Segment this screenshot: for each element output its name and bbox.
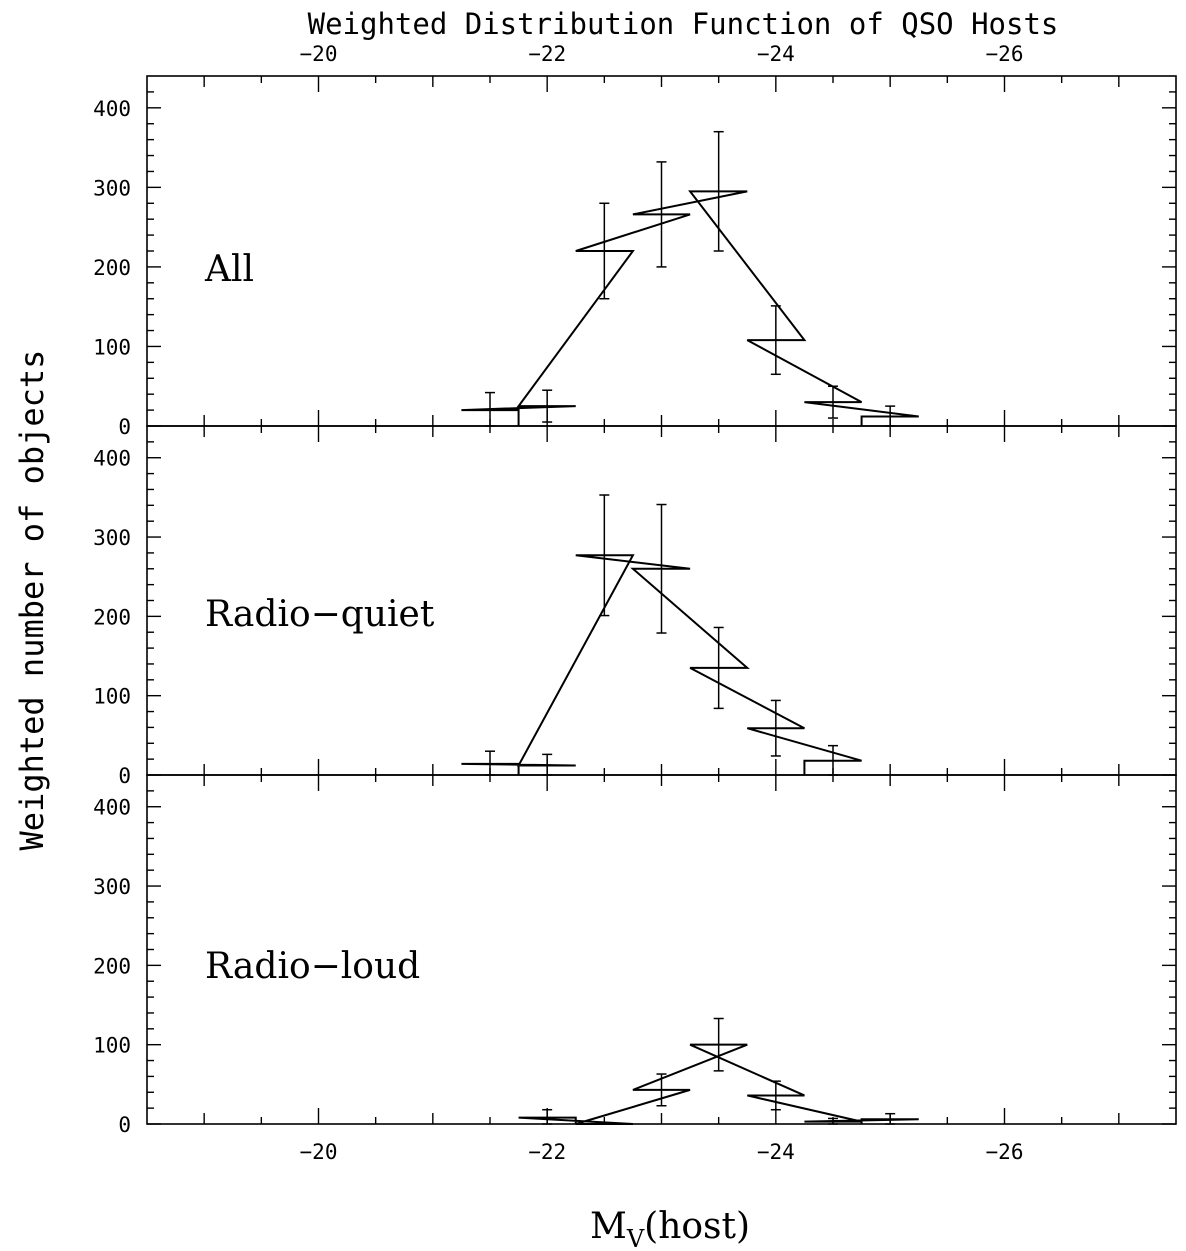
error-bar — [770, 305, 781, 376]
y-tick-label: 400 — [93, 97, 131, 121]
y-tick-label: 300 — [93, 176, 131, 200]
error-bar — [713, 626, 724, 710]
x-tick-label-top: −22 — [528, 42, 566, 66]
x-tick-label-bottom: −24 — [757, 1140, 795, 1164]
error-bar — [656, 161, 667, 268]
y-tick-label: 200 — [93, 256, 131, 280]
y-tick-label: 200 — [93, 605, 131, 629]
x-tick-label-top: −24 — [757, 42, 795, 66]
error-bar — [828, 1117, 838, 1125]
histogram-outline — [461, 190, 919, 426]
error-bar — [656, 1073, 667, 1107]
error-bar — [599, 494, 610, 617]
panel-1: 0 100 200 300 400 All — [93, 75, 1177, 439]
panel-label: Radio−quiet — [205, 594, 435, 635]
y-tick-label: 300 — [93, 526, 131, 550]
panel-2: 0 100 200 300 400 Radio−quiet — [93, 425, 1177, 788]
y-axis-label: Weighted number of objects — [13, 350, 51, 851]
panel-3: 0 100 200 300 400 Radio−loud — [93, 774, 1177, 1137]
error-bar — [828, 385, 838, 419]
y-tick-label: 400 — [93, 796, 131, 820]
panel-label: Radio−loud — [205, 946, 420, 987]
error-bar — [599, 202, 610, 300]
error-bar — [770, 699, 781, 757]
y-tick-label: 300 — [93, 875, 131, 899]
y-tick-label: 200 — [93, 954, 131, 978]
y-tick-label: 100 — [93, 1034, 131, 1058]
y-tick-label: 100 — [93, 685, 131, 709]
x-tick-label-bottom: −22 — [528, 1140, 566, 1164]
x-axis-label-suffix: (host) — [644, 1206, 750, 1247]
x-tick-label-top: −26 — [986, 42, 1024, 66]
x-axis-label-main: M — [590, 1206, 627, 1247]
x-tick-label-bottom: −20 — [300, 1140, 338, 1164]
chart-title: Weighted Distribution Function of QSO Ho… — [308, 7, 1059, 41]
x-tick-label-top: −20 — [300, 42, 338, 66]
error-bar — [656, 503, 667, 634]
y-tick-label: 0 — [118, 1113, 131, 1137]
error-bar — [713, 130, 724, 252]
y-tick-label: 0 — [118, 764, 131, 788]
y-tick-label: 400 — [93, 447, 131, 471]
error-bar — [770, 1080, 781, 1111]
error-bar — [885, 1112, 896, 1125]
x-tick-label-bottom: −26 — [986, 1140, 1024, 1164]
y-tick-label: 100 — [93, 335, 131, 359]
error-bar — [542, 1108, 553, 1125]
y-tick-label: 0 — [118, 415, 131, 439]
error-bar — [542, 389, 553, 423]
x-axis-label: MV(host) — [590, 1206, 750, 1251]
x-axis-label-subscript: V — [626, 1225, 645, 1251]
panel-label: All — [204, 249, 254, 290]
error-bar — [713, 1017, 724, 1072]
plot-area: 0 100 200 300 400 All 0 100 200 300 400 Radio−quiet… — [93, 42, 1177, 1164]
